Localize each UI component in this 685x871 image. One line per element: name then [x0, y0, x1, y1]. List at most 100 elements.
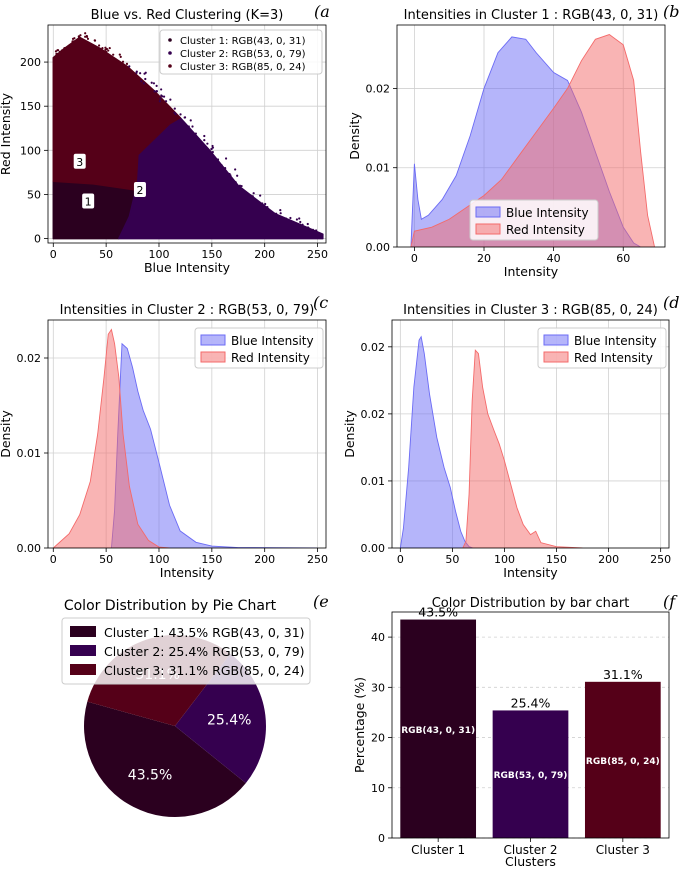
- scatter-point: [84, 35, 87, 38]
- scatter-point: [104, 48, 107, 51]
- density-areas: [52, 328, 318, 548]
- density-chart-d: 0 50 100 150 200 250 0.00 0.01 0.02 0.02 Intensity…: [342, 293, 679, 580]
- density-area-blue: [110, 342, 318, 548]
- scatter-point: [54, 50, 58, 53]
- legend-label: Cluster 1: 43.5% RGB(43, 0, 31): [104, 625, 305, 640]
- cluster-marker-2: 2: [136, 184, 143, 197]
- legend-swatch: [543, 351, 569, 363]
- legend-label: Red Intensity: [231, 351, 310, 365]
- scatter-point: [308, 229, 312, 232]
- scatter-point: [161, 95, 164, 98]
- y-tick-label: 0.02: [361, 341, 386, 354]
- scatter-point: [229, 174, 232, 177]
- chart-title: Blue vs. Red Clustering (K=3): [91, 8, 284, 23]
- scatter-point: [298, 217, 301, 220]
- cluster-marker-1: 1: [85, 196, 92, 209]
- x-tick-label: 200: [254, 553, 275, 566]
- scatter-point: [197, 138, 201, 141]
- panel-label-e: (e: [313, 592, 329, 611]
- scatter-point: [289, 216, 292, 220]
- scatter-point: [241, 189, 244, 192]
- pie-chart-e: Color Distribution by Pie Chart 43.5% 25.4…: [61, 592, 329, 817]
- scatter-point: [169, 98, 172, 101]
- y-axis-label: Percentage (%): [352, 677, 367, 773]
- scatter-point: [58, 52, 61, 56]
- x-axis-label: Clusters: [505, 854, 556, 867]
- scatter-chart-a: 1 2 3 0 50 100 150 200 250 0 50 100 150 200 Blue Inten…: [0, 2, 330, 275]
- scatter-point: [216, 158, 220, 161]
- scatter-point: [179, 113, 182, 116]
- scatter-point: [57, 49, 60, 52]
- x-tick-label: 200: [254, 248, 275, 261]
- scatter-point: [139, 72, 142, 75]
- scatter-point: [143, 72, 146, 75]
- y-tick-label: 0.00: [361, 542, 386, 555]
- cluster-marker-3: 3: [76, 156, 83, 169]
- scatter-point: [102, 52, 105, 55]
- y-tick-label: 20: [371, 732, 385, 745]
- scatter-point: [211, 144, 214, 148]
- x-axis-label: Intensity: [160, 565, 215, 580]
- scatter-point: [128, 65, 131, 68]
- scatter-point: [94, 47, 98, 51]
- scatter-point: [307, 227, 311, 230]
- x-tick-label: 150: [201, 248, 222, 261]
- axes-frame: [47, 24, 327, 244]
- cluster-marker-box: [82, 193, 95, 209]
- scatter-point: [79, 34, 82, 37]
- bar-1: [400, 619, 477, 838]
- scatter-point: [213, 157, 216, 160]
- panel-label-d: (d: [663, 293, 679, 312]
- scatter-point: [301, 223, 304, 226]
- scatter-point: [58, 55, 61, 58]
- legend-label: Cluster 3: 31.1% RGB(85, 0, 24): [104, 663, 305, 678]
- y-axis-label: Density: [0, 410, 13, 458]
- scatter-point: [118, 53, 121, 56]
- scatter-point: [162, 95, 166, 98]
- panel-label-f: (f: [663, 592, 678, 611]
- panel-label-c: (c: [313, 293, 328, 312]
- x-tick-label: 50: [99, 248, 113, 261]
- scatter-point: [155, 84, 158, 87]
- scatter-point: [220, 164, 223, 167]
- scatter-point: [71, 37, 75, 40]
- legend-label: Red Intensity: [506, 223, 585, 237]
- chart-title: Intensities in Cluster 1 : RGB(43, 0, 31…: [404, 8, 659, 23]
- density-area-red: [52, 328, 170, 548]
- scatter-point: [114, 57, 117, 61]
- y-tick-label: 0.01: [361, 475, 386, 488]
- scatter-point: [244, 191, 247, 194]
- x-tick-label: Cluster 3: [596, 843, 650, 857]
- x-tick-label: 250: [650, 553, 671, 566]
- scatter-point: [252, 192, 255, 195]
- legend-swatch: [475, 206, 501, 218]
- scatter-point: [144, 77, 147, 81]
- legend-swatch: [70, 664, 96, 675]
- scatter-point: [135, 71, 138, 75]
- scatter-point: [160, 88, 163, 91]
- scatter-point: [55, 52, 58, 56]
- y-tick-label: 0.01: [366, 162, 391, 175]
- chart-title: Intensities in Cluster 3 : RGB(85, 0, 24…: [403, 303, 658, 318]
- scatter-point: [140, 80, 143, 83]
- legend-box: [469, 199, 599, 241]
- x-tick-label: 0: [411, 252, 418, 265]
- bar-chart-f: 43.5%RGB(43, 0, 31)Cluster 125.4%RGB(53,…: [352, 592, 678, 869]
- x-tick-label: 50: [445, 553, 459, 566]
- scatter-point: [211, 151, 214, 154]
- legend-marker: [168, 38, 172, 42]
- y-tick-label: 0.00: [366, 241, 391, 254]
- scatter-point: [60, 49, 64, 52]
- y-tick-label: 0.00: [17, 542, 42, 555]
- legend-box: [194, 327, 324, 369]
- scatter-point: [206, 142, 209, 145]
- scatter-point: [187, 125, 190, 128]
- y-tick-label: 0.02: [361, 408, 386, 421]
- legend-box: [159, 29, 323, 75]
- x-tick-label: 0: [397, 553, 404, 566]
- panel-label-b: (b: [663, 2, 679, 21]
- legend-box: [61, 617, 311, 685]
- scatter-point: [86, 37, 90, 40]
- bar-inner-label: RGB(85, 0, 24): [586, 757, 660, 767]
- scatter-point: [142, 82, 146, 85]
